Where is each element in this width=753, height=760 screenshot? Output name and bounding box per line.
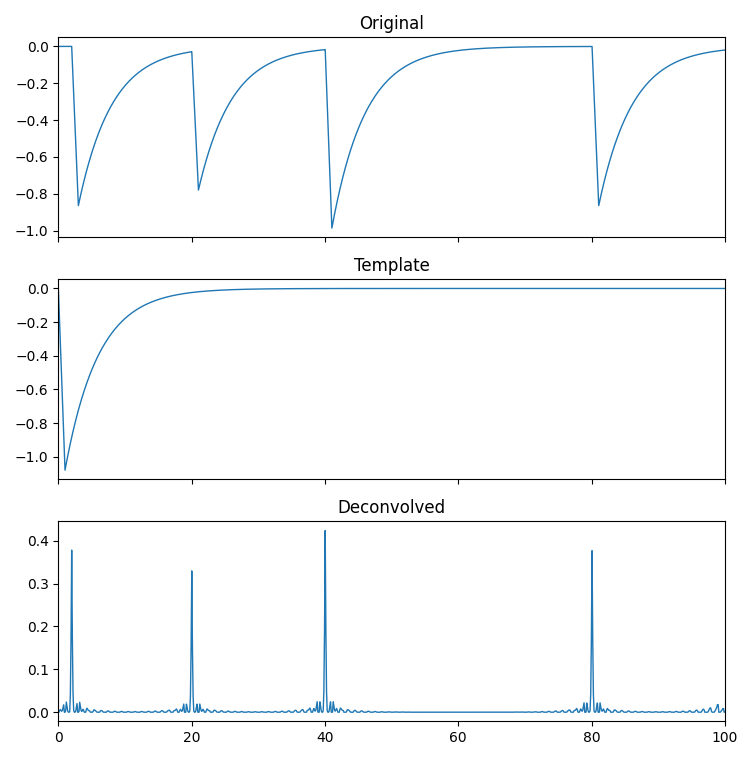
Title: Deconvolved: Deconvolved: [337, 499, 446, 517]
Title: Original: Original: [359, 15, 424, 33]
Title: Template: Template: [354, 257, 429, 275]
